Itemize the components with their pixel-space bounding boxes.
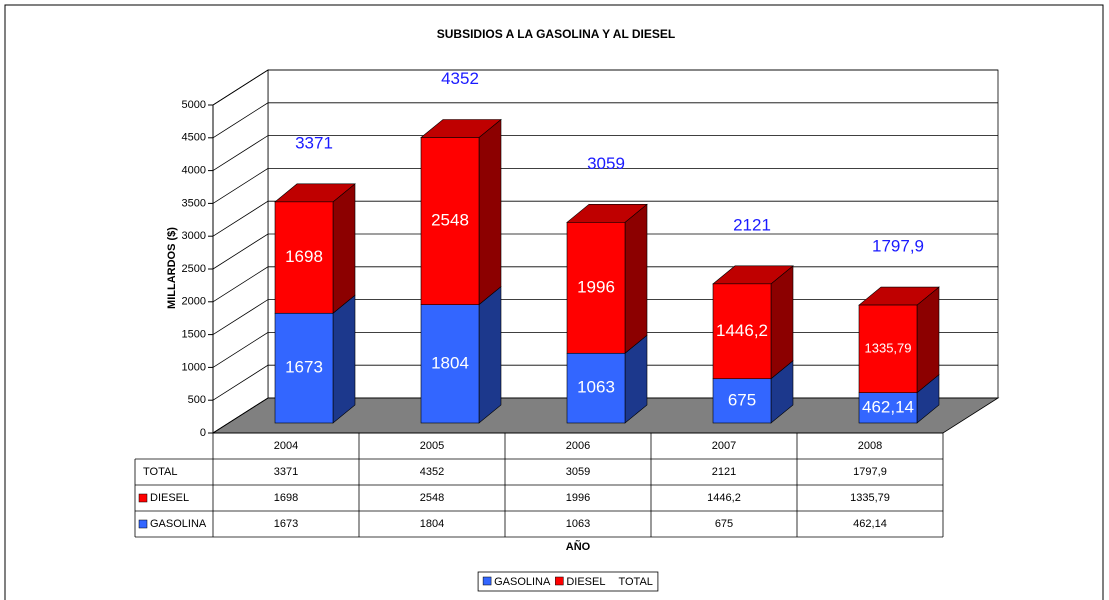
x-tick-label: 2005 bbox=[420, 440, 444, 452]
bar-side bbox=[332, 294, 356, 424]
table-row-label: TOTAL bbox=[143, 466, 177, 478]
table-legend-key bbox=[138, 493, 148, 503]
bar-value-label: 2548 bbox=[431, 211, 469, 230]
y-tick-label: 2500 bbox=[182, 263, 206, 275]
bar-side bbox=[332, 183, 356, 314]
bar-side bbox=[478, 286, 502, 424]
grid-line bbox=[212, 167, 998, 204]
table-cell: 1797,9 bbox=[853, 466, 887, 478]
grid-line bbox=[212, 69, 998, 106]
bar-side bbox=[478, 118, 502, 306]
bar-value-label: 1698 bbox=[285, 247, 323, 266]
bar bbox=[566, 352, 626, 424]
table-cell: 1996 bbox=[566, 492, 590, 504]
bar bbox=[712, 283, 772, 380]
table-row-label: GASOLINA bbox=[150, 518, 207, 530]
bar-value-label: 1446,2 bbox=[716, 321, 768, 340]
bar-side bbox=[916, 286, 940, 394]
grid-line bbox=[212, 233, 998, 270]
table-cell: 1804 bbox=[420, 518, 444, 530]
chart-title: SUBSIDIOS A LA GASOLINA Y AL DIESEL bbox=[437, 27, 675, 41]
bar-value-label: 675 bbox=[728, 390, 756, 409]
legend: GASOLINA DIESEL TOTAL bbox=[477, 571, 659, 592]
bar bbox=[420, 304, 480, 424]
table-cell: 4352 bbox=[420, 466, 444, 478]
bar-value-label: 462,14 bbox=[862, 397, 914, 416]
table-cell: 675 bbox=[715, 518, 733, 530]
legend-label: GASOLINA bbox=[494, 576, 551, 588]
x-tick-label: 2008 bbox=[858, 440, 882, 452]
total-label: 3371 bbox=[295, 133, 333, 152]
y-tick-label: 4000 bbox=[182, 165, 206, 177]
grid-line bbox=[212, 200, 998, 237]
grid-line bbox=[212, 135, 998, 171]
y-tick-label: 3500 bbox=[182, 197, 206, 209]
y-tick-label: 2000 bbox=[182, 296, 206, 308]
table-cell: 3059 bbox=[566, 466, 590, 478]
y-tick-label: 1500 bbox=[182, 329, 206, 341]
table-legend-key bbox=[138, 519, 148, 529]
bar bbox=[858, 304, 918, 393]
legend-label: TOTAL bbox=[618, 576, 652, 588]
legend-box bbox=[477, 571, 659, 592]
legend-label: DIESEL bbox=[566, 576, 605, 588]
legend-key bbox=[555, 576, 564, 586]
bar-value-label: 1804 bbox=[431, 353, 469, 372]
bar bbox=[274, 201, 334, 314]
total-label: 4352 bbox=[441, 69, 479, 88]
bar-side bbox=[624, 203, 648, 354]
table-cell: 1063 bbox=[566, 518, 590, 530]
bar-side bbox=[770, 265, 794, 380]
table-cell: 2121 bbox=[712, 466, 736, 478]
table-row-label: DIESEL bbox=[150, 492, 189, 504]
table-cell: 462,14 bbox=[853, 518, 887, 530]
bar bbox=[712, 378, 772, 424]
total-label: 1797,9 bbox=[872, 237, 924, 256]
x-tick-label: 2007 bbox=[712, 440, 736, 452]
y-tick-label: 3000 bbox=[182, 230, 206, 242]
x-tick-label: 2004 bbox=[274, 440, 298, 452]
bar bbox=[858, 392, 918, 424]
y-tick-label: 5000 bbox=[182, 99, 206, 111]
table-cell: 1673 bbox=[274, 518, 298, 530]
grid-line bbox=[212, 102, 998, 139]
bar-value-label: 1335,79 bbox=[865, 340, 912, 355]
total-label: 2121 bbox=[733, 215, 771, 234]
table-cell: 1446,2 bbox=[707, 492, 741, 504]
bar-value-label: 1063 bbox=[577, 378, 615, 397]
table-cell: 1698 bbox=[274, 492, 298, 504]
bar bbox=[420, 137, 480, 305]
x-tick-label: 2006 bbox=[566, 440, 590, 452]
legend-key bbox=[482, 576, 492, 586]
total-label: 3059 bbox=[587, 154, 625, 173]
table-cell: 2548 bbox=[420, 492, 444, 504]
table-cell: 1335,79 bbox=[850, 492, 890, 504]
bar-value-label: 1673 bbox=[285, 358, 323, 377]
bar bbox=[566, 222, 626, 354]
y-tick-label: 4500 bbox=[182, 132, 206, 144]
y-tick-label: 1000 bbox=[182, 361, 206, 373]
y-axis-label: MILLARDOS ($) bbox=[166, 227, 178, 309]
bar-value-label: 1996 bbox=[577, 277, 615, 296]
y-tick-label: 0 bbox=[200, 427, 206, 439]
x-axis-label: AÑO bbox=[566, 540, 591, 553]
table-cell: 3371 bbox=[274, 466, 298, 478]
y-tick-label: 500 bbox=[188, 394, 206, 406]
